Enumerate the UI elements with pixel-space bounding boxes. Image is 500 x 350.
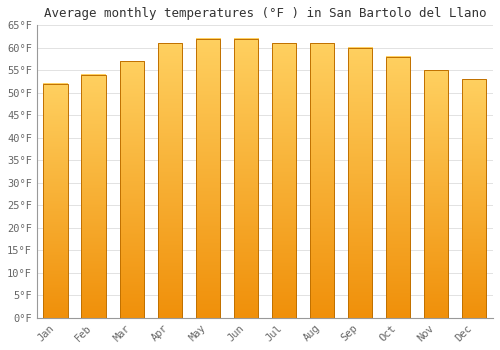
Title: Average monthly temperatures (°F ) in San Bartolo del Llano: Average monthly temperatures (°F ) in Sa… xyxy=(44,7,486,20)
Bar xyxy=(462,79,486,318)
Bar xyxy=(120,61,144,318)
Bar xyxy=(234,39,258,318)
Bar xyxy=(82,75,106,318)
Bar xyxy=(310,43,334,318)
Bar xyxy=(158,43,182,318)
Bar xyxy=(424,70,448,318)
Bar xyxy=(348,48,372,318)
Bar xyxy=(272,43,296,318)
Bar xyxy=(386,57,410,318)
Bar xyxy=(44,84,68,318)
Bar xyxy=(196,39,220,318)
